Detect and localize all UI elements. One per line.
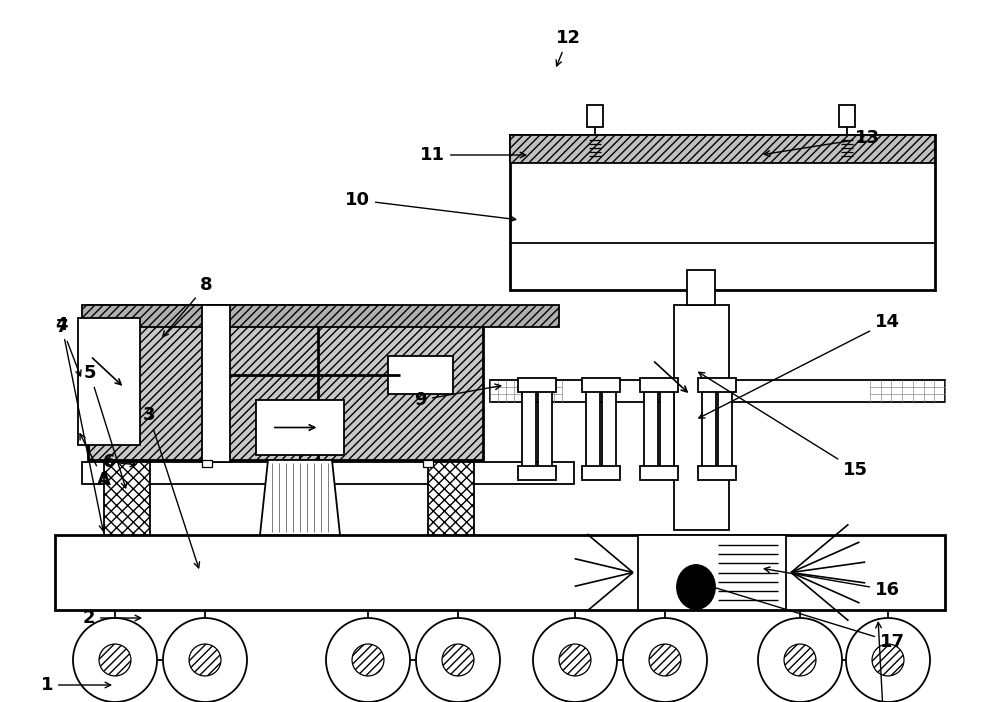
Text: 9: 9 (415, 384, 501, 409)
Circle shape (73, 618, 157, 702)
Text: 7: 7 (56, 318, 81, 376)
Bar (256, 400, 344, 455)
Text: 8: 8 (163, 276, 213, 337)
Bar (423, 460, 433, 467)
Bar (698, 378, 736, 392)
Bar (518, 466, 556, 480)
Text: 15: 15 (699, 372, 868, 479)
Bar (88, 305, 388, 460)
Text: 16: 16 (764, 567, 900, 599)
Text: 10: 10 (345, 191, 516, 222)
Bar (602, 380, 616, 468)
Text: 1: 1 (40, 676, 111, 694)
Bar (644, 380, 658, 468)
Bar (104, 462, 150, 535)
Bar (582, 378, 620, 392)
Bar (428, 462, 474, 535)
Bar (202, 305, 230, 462)
Bar (640, 378, 678, 392)
Bar (698, 466, 736, 480)
Circle shape (326, 618, 410, 702)
Bar (582, 466, 620, 480)
Bar (638, 535, 786, 610)
Bar (82, 462, 574, 484)
Bar (518, 378, 556, 392)
Text: 5: 5 (84, 364, 127, 488)
Bar (78, 318, 140, 445)
Bar (586, 380, 600, 468)
Text: 12: 12 (556, 29, 580, 66)
Text: 11: 11 (420, 146, 526, 164)
Bar (839, 105, 855, 127)
Bar (640, 466, 678, 480)
Bar (510, 135, 935, 290)
Text: 18: 18 (876, 623, 905, 702)
Text: 3: 3 (143, 406, 200, 568)
Bar (687, 270, 715, 305)
Circle shape (533, 618, 617, 702)
Bar (202, 460, 212, 467)
Bar (660, 380, 674, 468)
Text: 14: 14 (699, 313, 900, 418)
Circle shape (416, 618, 500, 702)
Circle shape (758, 618, 842, 702)
Circle shape (846, 618, 930, 702)
Bar (538, 380, 552, 468)
Text: 2: 2 (82, 609, 141, 627)
Bar (702, 380, 716, 468)
Circle shape (163, 618, 247, 702)
Circle shape (623, 618, 707, 702)
Bar (388, 356, 453, 394)
Text: 17: 17 (694, 581, 905, 651)
Bar (55, 535, 945, 610)
Text: 13: 13 (764, 129, 880, 157)
Bar (82, 305, 559, 327)
Bar (490, 380, 945, 402)
Text: A: A (80, 434, 111, 489)
Bar (718, 380, 732, 468)
Bar (674, 305, 729, 530)
Bar (587, 105, 603, 127)
Polygon shape (260, 460, 340, 535)
Text: 6: 6 (103, 453, 136, 471)
Bar (510, 135, 935, 163)
Bar (318, 320, 483, 460)
Ellipse shape (677, 565, 715, 609)
Text: 4: 4 (56, 316, 105, 531)
Bar (522, 380, 536, 468)
